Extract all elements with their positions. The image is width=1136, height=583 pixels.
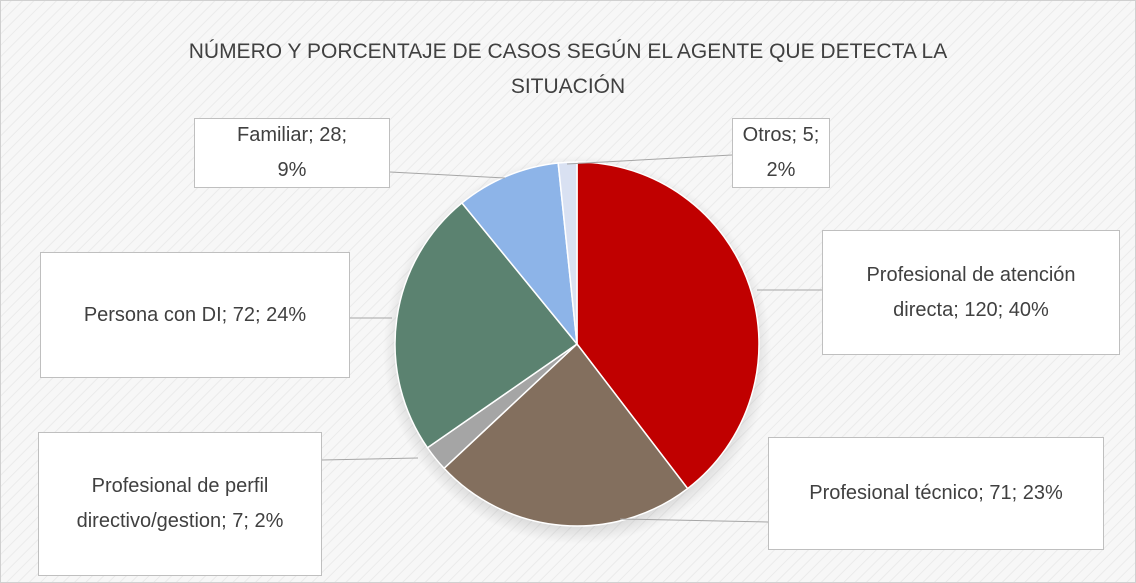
pie-slice [557, 161, 578, 345]
data-label: Familiar; 28; 9% [236, 124, 348, 181]
pie-slice [394, 201, 579, 449]
leader-line [619, 518, 769, 523]
pie-slice [442, 342, 689, 527]
data-label-box: Profesional de atención directa; 120; 40… [822, 230, 1120, 355]
data-label-box: Profesional de perfil directivo/gestion;… [38, 432, 322, 576]
data-label-box: Profesional técnico; 71; 23% [768, 437, 1104, 550]
pie-slice [460, 162, 579, 347]
leader-line [321, 457, 419, 461]
chart-title: NÚMERO Y PORCENTAJE DE CASOS SEGÚN EL AG… [188, 40, 948, 98]
data-label: Otros; 5; 2% [742, 124, 820, 181]
data-label-box: Persona con DI; 72; 24% [40, 252, 350, 378]
pie-slice [576, 161, 760, 490]
data-label-box: Familiar; 28; 9% [194, 118, 390, 188]
leader-line [566, 154, 733, 165]
data-label: Profesional de perfil directivo/gestion;… [76, 475, 284, 532]
data-label-box: Otros; 5; 2% [732, 118, 830, 188]
leader-line [389, 171, 506, 179]
data-label: Persona con DI; 72; 24% [83, 303, 307, 326]
data-label: Profesional de atención directa; 120; 40… [866, 263, 1076, 321]
data-label: Profesional técnico; 71; 23% [809, 482, 1063, 504]
